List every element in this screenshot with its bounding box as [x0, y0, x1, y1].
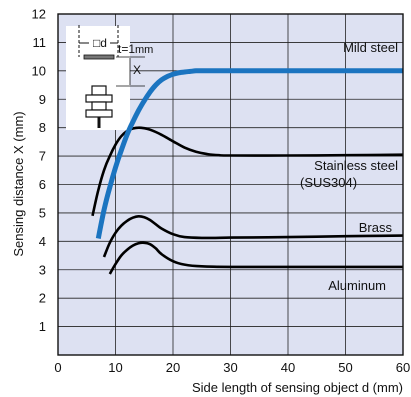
inset-thickness-value: t=1: [118, 42, 135, 56]
y-tick-label: 8: [39, 120, 46, 135]
plot-frame: [57, 13, 404, 356]
y-tick-label: 1: [39, 319, 46, 334]
series-label: Mild steel: [343, 40, 398, 55]
inset-thickness-unit: mm: [135, 44, 153, 56]
y-tick-label: 9: [39, 92, 46, 107]
series-line: [95, 68, 403, 239]
series-label: Brass: [359, 220, 393, 235]
y-tick-label: 4: [39, 234, 46, 249]
x-tick-label: 20: [166, 360, 180, 375]
x-tick-label: 0: [54, 360, 61, 375]
inset-target-plate: [83, 54, 115, 60]
y-tick-label: 12: [32, 7, 46, 22]
inset-diagram: □d t=1mm X: [66, 25, 153, 130]
y-tick-label: 3: [39, 262, 46, 277]
inset-distance-label: X: [133, 63, 141, 77]
x-axis-label: Side length of sensing object d (mm): [192, 380, 403, 395]
y-tick-label: 7: [39, 149, 46, 164]
series-line: [102, 214, 404, 258]
x-tick-label: 30: [223, 360, 237, 375]
series-labels: Mild steel Stainless steel (SUS304) Brass Al…: [300, 40, 398, 293]
x-tick-label: 10: [108, 360, 122, 375]
series-line: [91, 126, 404, 217]
inset-sensor-nut-lower: [85, 109, 113, 118]
series-label: Aluminum: [328, 278, 386, 293]
x-tick-label: 60: [396, 360, 410, 375]
x-tick-label: 50: [338, 360, 352, 375]
inset-thickness-label: t=1mm: [118, 42, 153, 56]
series-label-line: (SUS304): [300, 175, 357, 190]
series-label: Stainless steel (SUS304): [300, 158, 398, 190]
x-tick-label: 40: [281, 360, 295, 375]
y-tick-label: 11: [33, 35, 47, 50]
y-tick-label: 10: [32, 63, 46, 78]
inset-object-label: □d: [93, 36, 107, 50]
y-axis-label: Sensing distance X (mm): [11, 111, 26, 256]
y-tick-label: 6: [39, 177, 46, 192]
y-tick-label: 2: [39, 291, 46, 306]
series-lines: [91, 68, 404, 275]
series-label-line: Stainless steel: [314, 158, 398, 173]
series-line: [108, 241, 403, 275]
y-tick-label: 5: [39, 205, 46, 220]
inset-sensor-nut: [85, 94, 113, 103]
inset-sensor-head: [91, 85, 107, 96]
inset-sensor-body: [91, 101, 107, 111]
